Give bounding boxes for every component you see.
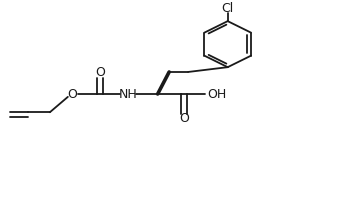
Text: O: O bbox=[68, 88, 77, 101]
Text: Cl: Cl bbox=[222, 2, 234, 15]
Text: O: O bbox=[179, 112, 189, 126]
Text: OH: OH bbox=[207, 88, 227, 101]
Text: O: O bbox=[95, 66, 105, 79]
Text: NH: NH bbox=[118, 88, 137, 101]
